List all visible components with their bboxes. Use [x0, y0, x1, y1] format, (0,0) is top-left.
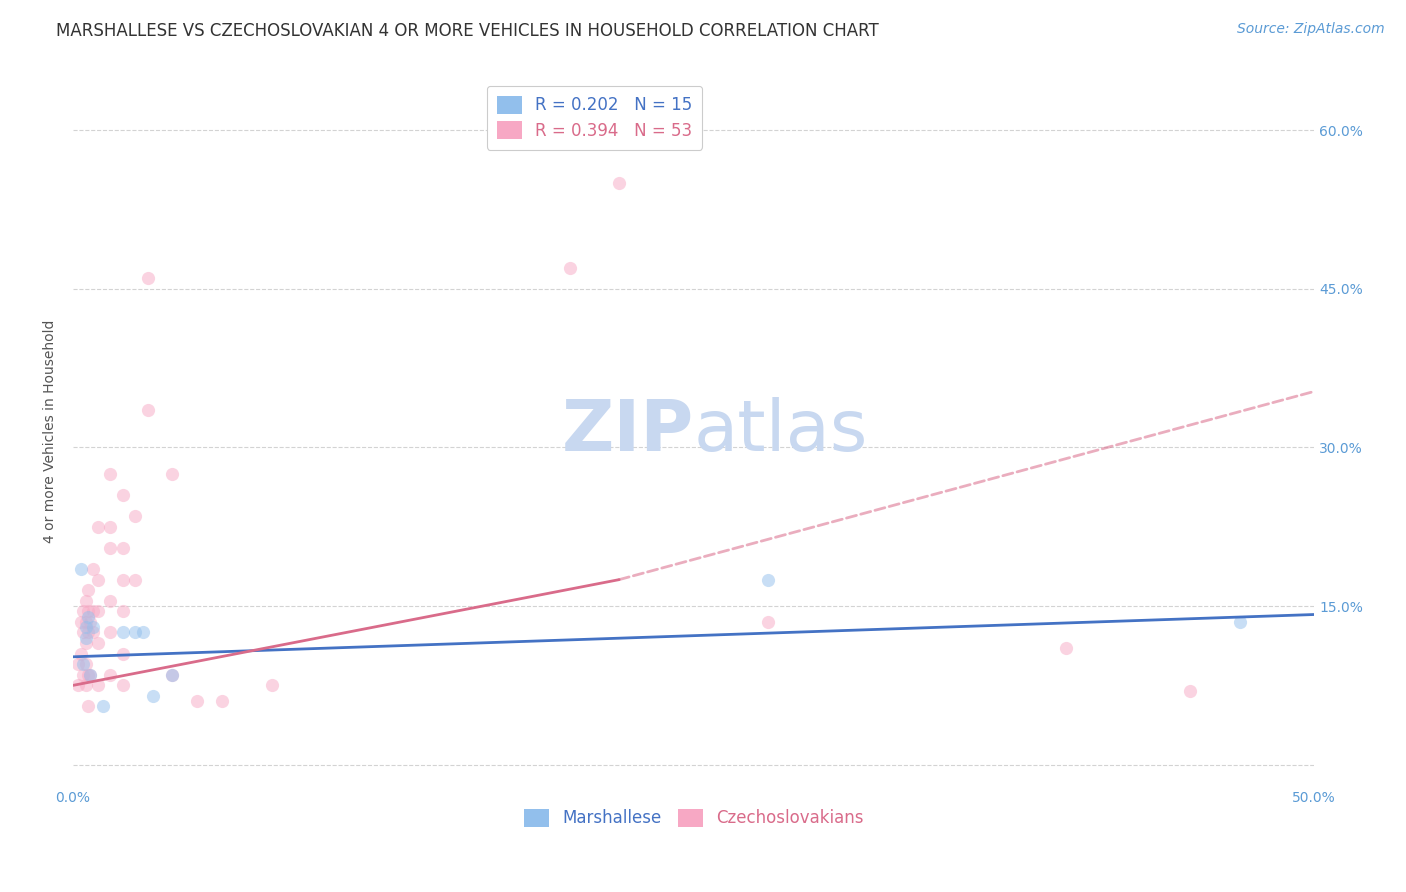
Point	[75, 657, 97, 672]
Point	[79, 667, 101, 681]
Point	[136, 403, 159, 417]
Point	[111, 625, 134, 640]
Point	[136, 271, 159, 285]
Point	[87, 573, 110, 587]
Text: Source: ZipAtlas.com: Source: ZipAtlas.com	[1237, 22, 1385, 37]
Point	[186, 694, 208, 708]
Point	[75, 620, 97, 634]
Point	[211, 694, 233, 708]
Point	[72, 667, 94, 681]
Point	[87, 678, 110, 692]
Point	[82, 604, 104, 618]
Point	[260, 678, 283, 692]
Point	[162, 667, 184, 681]
Point	[1054, 641, 1077, 656]
Point	[75, 615, 97, 629]
Point	[72, 604, 94, 618]
Point	[67, 657, 90, 672]
Point	[98, 625, 121, 640]
Point	[87, 636, 110, 650]
Point	[69, 615, 91, 629]
Point	[77, 583, 100, 598]
Point	[87, 604, 110, 618]
Point	[124, 573, 146, 587]
Point	[558, 260, 581, 275]
Point	[75, 631, 97, 645]
Point	[77, 699, 100, 714]
Point	[607, 176, 630, 190]
Point	[162, 667, 184, 681]
Point	[77, 609, 100, 624]
Point	[82, 625, 104, 640]
Point	[77, 625, 100, 640]
Point	[69, 647, 91, 661]
Point	[111, 488, 134, 502]
Point	[111, 647, 134, 661]
Point	[87, 520, 110, 534]
Point	[91, 699, 114, 714]
Point	[756, 615, 779, 629]
Point	[69, 562, 91, 576]
Point	[124, 509, 146, 524]
Point	[124, 625, 146, 640]
Text: ZIP: ZIP	[561, 397, 693, 467]
Point	[79, 615, 101, 629]
Point	[141, 689, 163, 703]
Text: atlas: atlas	[693, 397, 868, 467]
Point	[77, 667, 100, 681]
Point	[111, 541, 134, 555]
Point	[82, 620, 104, 634]
Point	[72, 657, 94, 672]
Point	[77, 604, 100, 618]
Point	[162, 467, 184, 481]
Point	[75, 636, 97, 650]
Point	[98, 541, 121, 555]
Point	[98, 520, 121, 534]
Point	[111, 604, 134, 618]
Point	[79, 667, 101, 681]
Point	[1229, 615, 1251, 629]
Point	[131, 625, 153, 640]
Y-axis label: 4 or more Vehicles in Household: 4 or more Vehicles in Household	[44, 320, 58, 543]
Point	[1178, 683, 1201, 698]
Text: MARSHALLESE VS CZECHOSLOVAKIAN 4 OR MORE VEHICLES IN HOUSEHOLD CORRELATION CHART: MARSHALLESE VS CZECHOSLOVAKIAN 4 OR MORE…	[56, 22, 879, 40]
Point	[67, 678, 90, 692]
Point	[98, 667, 121, 681]
Point	[82, 562, 104, 576]
Legend: Marshallese, Czechoslovakians: Marshallese, Czechoslovakians	[517, 802, 870, 834]
Point	[98, 467, 121, 481]
Point	[111, 678, 134, 692]
Point	[75, 594, 97, 608]
Point	[72, 625, 94, 640]
Point	[98, 594, 121, 608]
Point	[75, 678, 97, 692]
Point	[756, 573, 779, 587]
Point	[111, 573, 134, 587]
